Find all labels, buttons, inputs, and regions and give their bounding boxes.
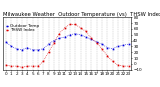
Outdoor Temp [69, 34, 71, 35]
Text: Milwaukee Weather  Outdoor Temperature (vs)  THSW Index  per Hour  (Last 24 Hour: Milwaukee Weather Outdoor Temperature (v… [3, 12, 160, 17]
THSW Index [85, 31, 87, 32]
Outdoor Temp [117, 46, 119, 47]
THSW Index [5, 64, 7, 66]
THSW Index [21, 67, 23, 68]
Outdoor Temp [80, 34, 81, 35]
THSW Index [58, 33, 60, 34]
THSW Index [42, 61, 44, 62]
THSW Index [117, 64, 119, 66]
THSW Index [122, 66, 124, 67]
THSW Index [128, 66, 129, 67]
THSW Index [32, 66, 33, 67]
THSW Index [10, 66, 12, 67]
THSW Index [48, 52, 49, 53]
THSW Index [53, 42, 55, 43]
Outdoor Temp [122, 45, 124, 46]
Outdoor Temp [26, 47, 28, 48]
Outdoor Temp [90, 39, 92, 40]
Line: Outdoor Temp: Outdoor Temp [5, 33, 129, 51]
THSW Index [37, 66, 39, 67]
THSW Index [90, 38, 92, 39]
THSW Index [64, 27, 65, 28]
Outdoor Temp [112, 48, 113, 49]
Outdoor Temp [58, 38, 60, 39]
THSW Index [16, 66, 17, 67]
THSW Index [101, 48, 103, 49]
Outdoor Temp [5, 41, 7, 42]
Line: THSW Index: THSW Index [5, 23, 129, 68]
Outdoor Temp [106, 47, 108, 48]
Outdoor Temp [10, 46, 12, 47]
Outdoor Temp [16, 48, 17, 49]
Outdoor Temp [42, 48, 44, 49]
THSW Index [69, 24, 71, 25]
THSW Index [106, 55, 108, 56]
Outdoor Temp [53, 40, 55, 41]
THSW Index [112, 61, 113, 62]
Outdoor Temp [96, 41, 97, 42]
Legend: Outdoor Temp, THSW Index: Outdoor Temp, THSW Index [5, 24, 39, 33]
THSW Index [74, 24, 76, 25]
THSW Index [26, 66, 28, 67]
Outdoor Temp [74, 33, 76, 34]
Outdoor Temp [64, 37, 65, 38]
Outdoor Temp [21, 49, 23, 50]
Outdoor Temp [48, 44, 49, 45]
Outdoor Temp [37, 49, 39, 50]
Outdoor Temp [32, 49, 33, 50]
THSW Index [80, 27, 81, 28]
Outdoor Temp [101, 44, 103, 45]
Outdoor Temp [85, 37, 87, 38]
Outdoor Temp [128, 44, 129, 45]
THSW Index [96, 42, 97, 43]
